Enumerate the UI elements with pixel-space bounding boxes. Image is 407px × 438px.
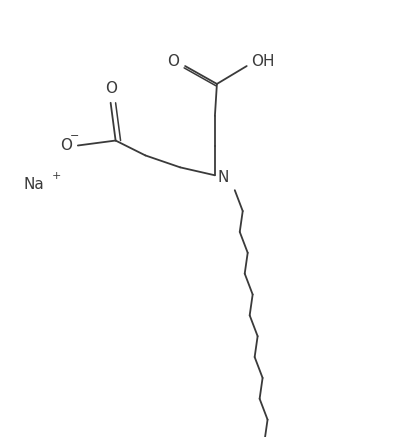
Text: N: N <box>217 170 229 185</box>
Text: +: + <box>51 171 61 181</box>
Text: −: − <box>70 131 80 141</box>
Text: O: O <box>167 53 179 69</box>
Text: Na: Na <box>24 177 44 192</box>
Text: O: O <box>105 81 117 96</box>
Text: OH: OH <box>251 53 274 69</box>
Text: O: O <box>60 138 72 153</box>
